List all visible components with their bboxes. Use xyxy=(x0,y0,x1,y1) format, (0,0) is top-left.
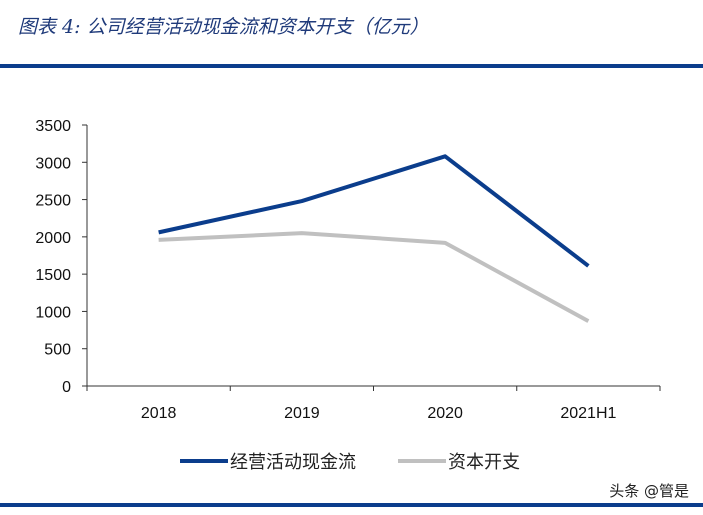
legend-label: 经营活动现金流 xyxy=(230,452,356,473)
y-tick-label: 2000 xyxy=(35,230,71,247)
y-tick-label: 1000 xyxy=(35,304,71,321)
series-line xyxy=(158,231,590,323)
y-tick-label: 3000 xyxy=(35,155,71,172)
watermark: 头条 @管是 xyxy=(609,482,689,500)
y-tick-label: 3500 xyxy=(35,118,71,135)
title-divider xyxy=(0,64,703,68)
y-tick-label: 0 xyxy=(62,379,71,396)
legend-label: 资本开支 xyxy=(448,452,520,473)
y-tick-label: 2500 xyxy=(35,193,71,210)
y-tick-label: 500 xyxy=(44,342,71,359)
x-tick-label: 2021H1 xyxy=(560,405,616,422)
y-tick-label: 1500 xyxy=(35,267,71,284)
x-tick-label: 2020 xyxy=(427,405,463,422)
footer-divider xyxy=(0,503,703,507)
series-line xyxy=(158,154,590,268)
x-tick-label: 2018 xyxy=(141,405,177,422)
chart-title: 图表 4: 公司经营活动现金流和资本开支（亿元） xyxy=(18,16,429,38)
x-tick-label: 2019 xyxy=(284,405,320,422)
